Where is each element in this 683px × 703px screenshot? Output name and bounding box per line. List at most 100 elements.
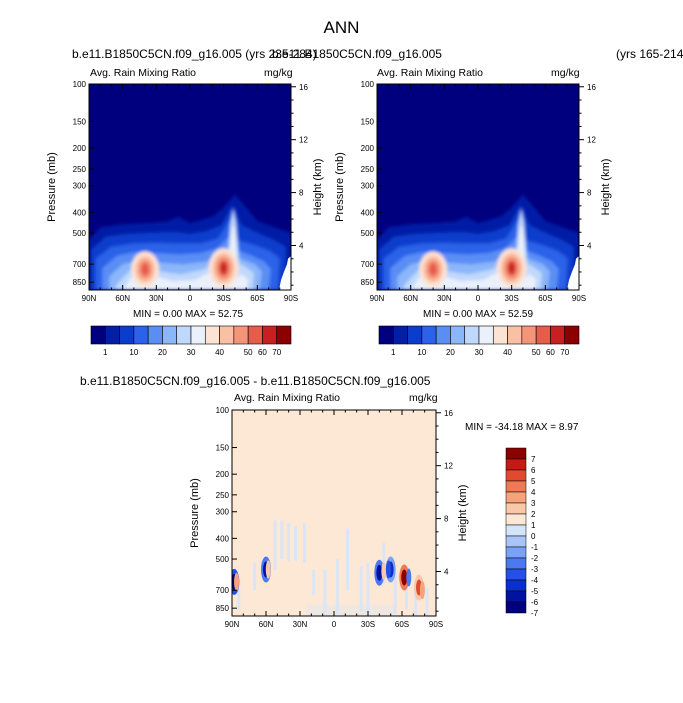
panel1-xtick-label: 90N bbox=[82, 294, 97, 303]
panel3-colorbar-box bbox=[505, 546, 527, 559]
panel3-contours bbox=[232, 410, 436, 616]
panel3-colorbar-label: -1 bbox=[531, 543, 539, 552]
panel3-colorbar-box bbox=[505, 447, 527, 460]
panel1-colorbar-box bbox=[262, 325, 278, 345]
panel3-colorbar-label: 3 bbox=[531, 499, 536, 508]
panel1-colorbar-label: 30 bbox=[187, 348, 196, 357]
panel1-xtick-label: 60N bbox=[115, 294, 130, 303]
panel2-xtick-label: 60N bbox=[403, 294, 418, 303]
panel3-colorbar-box bbox=[505, 458, 527, 471]
panel3-dipole-2 bbox=[381, 562, 387, 581]
panel2-ytick-label: 700 bbox=[361, 260, 375, 269]
panel3-colorbar-label: 1 bbox=[531, 521, 536, 530]
panel3-minmax: MIN = -34.18 MAX = 8.97 bbox=[465, 422, 579, 433]
panel3-streak-10 bbox=[346, 528, 350, 591]
page-title: ANN bbox=[323, 18, 360, 37]
panel1-y2tick-label: 12 bbox=[299, 136, 308, 145]
panel2-ytick-label: 150 bbox=[361, 118, 375, 127]
panel3-colorbar-box bbox=[505, 469, 527, 482]
panel3-xtick-label: 30S bbox=[361, 620, 375, 629]
panel2-ytick-label: 850 bbox=[361, 278, 375, 287]
panel2-xtick-label: 0 bbox=[476, 294, 481, 303]
panel3-streak-9 bbox=[335, 559, 339, 614]
panel1-colorbar-label: 1 bbox=[103, 348, 108, 357]
panel2-colorbar-label: 50 bbox=[532, 348, 541, 357]
panel1-colorbar-label: 70 bbox=[272, 348, 281, 357]
panel2-colorbar-label: 10 bbox=[417, 348, 426, 357]
panel3-ytick-label: 150 bbox=[216, 444, 230, 453]
panel3-ytick-label: 850 bbox=[216, 604, 230, 613]
panel1-field bbox=[89, 194, 291, 290]
panel3-colorbar-label: 5 bbox=[531, 477, 536, 486]
panel1-colorbar-label: 60 bbox=[258, 348, 267, 357]
panel3-streak-4 bbox=[287, 523, 291, 561]
panel3-units: mg/kg bbox=[409, 392, 438, 404]
panel2-colorbar-box bbox=[392, 325, 408, 345]
panel2-colorbar-box bbox=[535, 325, 551, 345]
panel1-colorbar-label: 10 bbox=[129, 348, 138, 357]
panel1-case-label: b.e11.B1850C5CN.f09_g16.005 (yrs 235-284… bbox=[72, 47, 317, 61]
panel2-colorbar-label: 70 bbox=[560, 348, 569, 357]
panel2-y2tick-label: 16 bbox=[587, 83, 596, 92]
panel2-colorbar-box bbox=[492, 325, 508, 345]
panel1-ytick-label: 400 bbox=[73, 208, 87, 217]
panel1-y2tick-label: 16 bbox=[299, 83, 308, 92]
panel2-colorbar-box bbox=[478, 325, 494, 345]
panel3-streak-11 bbox=[359, 566, 363, 612]
panel3-colorbar-label: 2 bbox=[531, 510, 536, 519]
panel1-ytick-label: 300 bbox=[73, 182, 87, 191]
panel3-case-label: b.e11.B1850C5CN.f09_g16.005 - b.e11.B185… bbox=[80, 374, 431, 388]
panel3-dipole-4 bbox=[406, 568, 412, 587]
panel3-ytick-label: 100 bbox=[216, 406, 230, 415]
panel2-field bbox=[377, 194, 579, 290]
panel3-streak-6 bbox=[303, 523, 307, 563]
panel1-colorbar-box bbox=[104, 325, 120, 345]
panel2-xtick-label: 60S bbox=[538, 294, 552, 303]
panel1-ytick-label: 250 bbox=[73, 165, 87, 174]
panel3-xtick-label: 30N bbox=[293, 620, 308, 629]
panel2-ytick-label: 400 bbox=[361, 208, 375, 217]
panel2-colorbar-box bbox=[521, 325, 537, 345]
panel1-ytick-label: 850 bbox=[73, 278, 87, 287]
panel3-colorbar-box bbox=[505, 568, 527, 581]
panel3-y2tick-label: 4 bbox=[444, 568, 449, 577]
panel1-colorbar-box bbox=[162, 325, 178, 345]
panel3-colorbar-label: -6 bbox=[531, 598, 539, 607]
panel2-years-label: (yrs 165-214) bbox=[616, 47, 683, 61]
panel3-dipole-0 bbox=[234, 572, 240, 591]
panel2-colorbar-label: 30 bbox=[475, 348, 484, 357]
panel1-colorbar-box bbox=[219, 325, 235, 345]
panel3-colorbar-box bbox=[505, 480, 527, 493]
panel2-max-1-ring-4 bbox=[508, 262, 515, 274]
panel2-colorbar-label: 40 bbox=[503, 348, 512, 357]
panel3-streak-16 bbox=[414, 581, 418, 616]
panel1-colorbar-box bbox=[133, 325, 149, 345]
panel2-xtick-label: 90S bbox=[572, 294, 586, 303]
panel3-streak-2 bbox=[273, 520, 277, 570]
panel1-terrain-mask bbox=[279, 255, 291, 290]
panel1-colorbar-box bbox=[147, 325, 163, 345]
panel3-colorbar-label: 4 bbox=[531, 488, 536, 497]
panel1-ytick-label: 100 bbox=[73, 80, 87, 89]
panel2-xtick-label: 30N bbox=[437, 294, 452, 303]
panel2-colorbar-box bbox=[464, 325, 480, 345]
panel1-y2tick-label: 4 bbox=[299, 242, 304, 251]
panel1-contours bbox=[89, 84, 291, 290]
panel2-ytick-label: 500 bbox=[361, 229, 375, 238]
panel3-colorbar-label: -3 bbox=[531, 565, 539, 574]
panel3-near-surface-band bbox=[305, 604, 397, 616]
panel2-y2tick-label: 12 bbox=[587, 136, 596, 145]
panel2-case-label: b.e11.B1850C5CN.f09_g16.005 bbox=[272, 47, 442, 61]
panel3-colorbar-box bbox=[505, 524, 527, 537]
panel3-streak-3 bbox=[280, 520, 284, 560]
panel3-colorbar-box bbox=[505, 491, 527, 504]
panel3-streak-17 bbox=[425, 587, 429, 616]
panel1-ylabel: Pressure (mb) bbox=[46, 152, 58, 222]
panel3-streak-15 bbox=[405, 569, 409, 610]
panel2-ylabel: Pressure (mb) bbox=[334, 152, 346, 222]
panel2-contours bbox=[377, 84, 579, 290]
panel3-y2tick-label: 16 bbox=[444, 409, 453, 418]
panel3-colorbar-label: -4 bbox=[531, 576, 539, 585]
panel3-colorbar-label: -7 bbox=[531, 609, 539, 618]
